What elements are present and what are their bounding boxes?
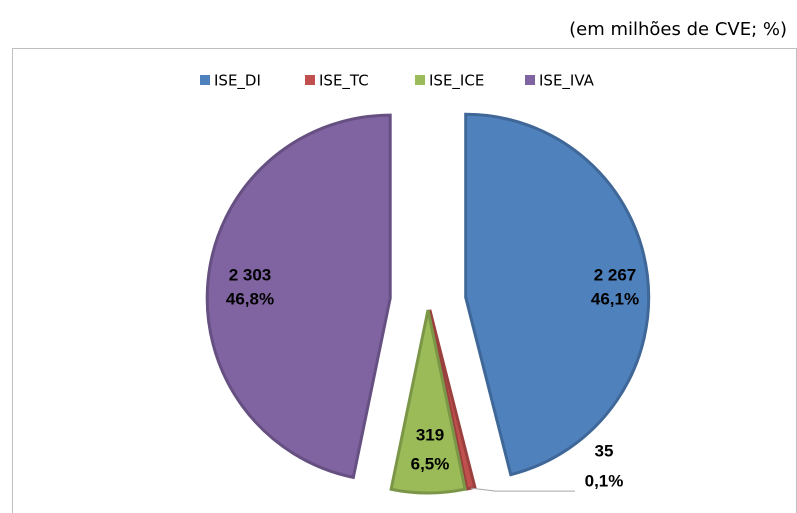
legend-label: ISE_ICE [429,72,484,91]
legend-label: ISE_TC [319,72,369,91]
value-label: 2 303 [229,265,272,284]
pie-slice [205,113,392,480]
legend-label: ISE_IVA [539,72,595,91]
leader-line [470,487,575,492]
percentage-label: 46,1% [591,289,639,308]
pie-slice [389,309,467,495]
legend-swatch [415,75,425,85]
percentage-label: 6,5% [411,454,450,473]
legend-swatch [200,75,210,85]
value-label: 319 [416,425,444,444]
value-label: 2 267 [594,265,637,284]
legend-swatch [525,75,535,85]
percentage-label: 0,1% [585,471,624,490]
pie-slice [464,112,651,477]
percentage-label: 46,8% [226,289,274,308]
legend-swatch [305,75,315,85]
value-label: 35 [595,441,614,460]
chart-subtitle: (em milhões de CVE; %) [569,19,787,40]
legend-label: ISE_DI [214,72,261,91]
